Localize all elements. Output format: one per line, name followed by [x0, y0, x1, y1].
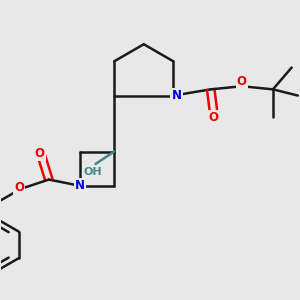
Text: N: N	[75, 179, 85, 192]
Text: N: N	[172, 89, 182, 102]
Text: O: O	[34, 147, 44, 160]
Text: O: O	[237, 75, 247, 88]
Text: O: O	[209, 111, 219, 124]
Text: OH: OH	[83, 167, 102, 177]
Text: O: O	[14, 181, 24, 194]
